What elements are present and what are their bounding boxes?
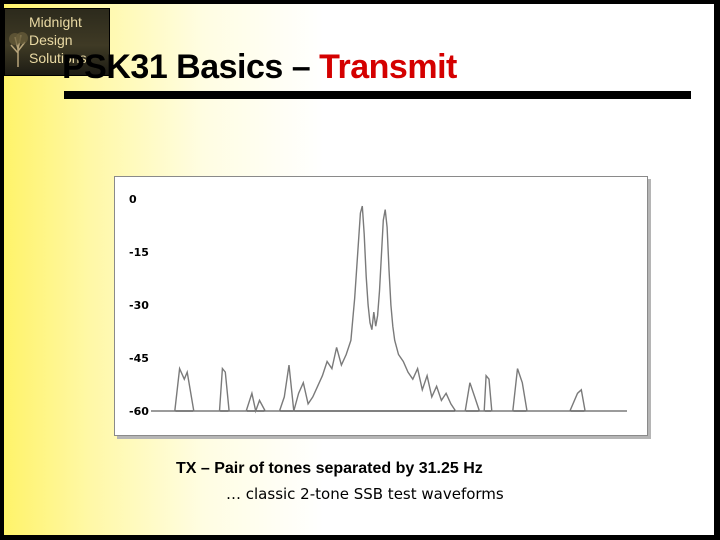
title-underline: [64, 91, 691, 99]
title-prefix: PSK31 Basics –: [62, 48, 320, 86]
tree-icon: [9, 32, 28, 67]
spectrum-plot: 0 -15 -30 -45 -60: [129, 193, 627, 418]
caption-primary: TX – Pair of tones separated by 31.25 Hz: [176, 460, 483, 477]
title-accent: Transmit: [319, 48, 457, 86]
spectrum-trace: [151, 205, 627, 414]
y-tick-label: -15: [129, 246, 149, 259]
spectrum-chart: 0 -15 -30 -45 -60: [114, 176, 648, 436]
company-logo: Midnight Design Solutions: [4, 8, 110, 76]
slide-title: PSK31 Basics – Transmit: [62, 48, 457, 87]
logo-line-2: Design: [29, 32, 73, 48]
logo-text: Midnight Design Solutions: [29, 13, 107, 67]
slide: Midnight Design Solutions PSK31 Basics –…: [4, 4, 714, 535]
y-axis: 0 -15 -30 -45 -60: [129, 193, 149, 418]
y-tick-label: -30: [129, 299, 149, 312]
y-tick-label: -60: [129, 405, 149, 418]
logo-line-3: Solutions: [29, 50, 87, 66]
y-tick-label: 0: [129, 193, 137, 206]
caption-secondary: … classic 2-tone SSB test waveforms: [226, 485, 504, 503]
y-tick-label: -45: [129, 352, 149, 365]
logo-line-1: Midnight: [29, 14, 82, 30]
